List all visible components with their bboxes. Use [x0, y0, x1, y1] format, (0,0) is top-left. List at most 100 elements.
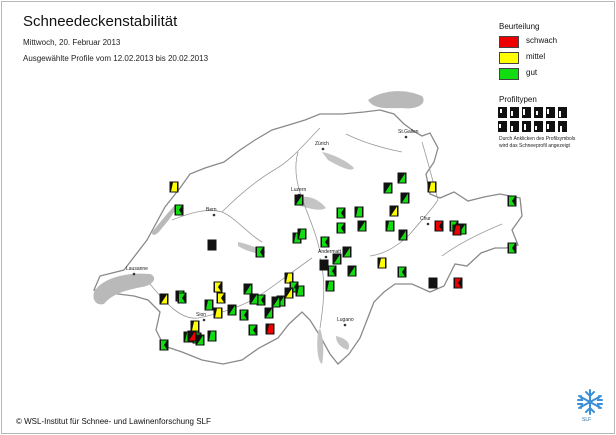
snow-profile-symbol[interactable] — [213, 281, 223, 293]
snow-profile-symbol[interactable] — [159, 293, 169, 305]
profile-rating-fill — [338, 208, 344, 218]
slf-logo-text: SLF — [582, 417, 592, 423]
snow-profile-symbol[interactable] — [332, 253, 342, 265]
snow-profile-symbol[interactable] — [204, 299, 214, 311]
profile-rating-fill — [344, 247, 350, 257]
profile-rating-fill — [349, 266, 355, 276]
profile-rating-fill — [176, 205, 182, 215]
snow-profile-symbol[interactable] — [295, 285, 305, 297]
river-rhine — [369, 141, 439, 257]
profile-type-shape — [511, 126, 513, 131]
snow-profile-symbol[interactable] — [357, 220, 367, 232]
snow-profile-symbol[interactable] — [377, 257, 387, 269]
profile-type-shape — [523, 109, 525, 115]
snow-profile-symbol[interactable] — [169, 181, 179, 193]
city-zurich: Zürich — [315, 141, 329, 151]
snow-profile-symbol[interactable] — [398, 229, 408, 241]
snow-profile-symbol[interactable] — [452, 224, 462, 236]
switzerland-outline — [93, 109, 523, 365]
snow-profile-symbol[interactable] — [227, 304, 237, 316]
profile-type-shape — [547, 124, 549, 129]
profile-type-icon — [558, 107, 567, 118]
profile-rating-fill — [251, 294, 257, 304]
profile-type-shape — [535, 126, 537, 130]
snow-profile-symbol[interactable] — [294, 194, 304, 206]
snow-profile-symbol[interactable] — [327, 265, 337, 277]
snow-profile-symbol[interactable] — [243, 283, 253, 295]
snow-profile-symbol[interactable] — [207, 330, 217, 342]
snow-profile-symbol[interactable] — [255, 246, 265, 258]
profile-type-shape — [500, 109, 502, 113]
snow-profile-symbol[interactable] — [336, 207, 346, 219]
snow-profile-symbol[interactable] — [190, 320, 200, 332]
snow-profile-symbol[interactable] — [400, 192, 410, 204]
snow-profile-symbol[interactable] — [248, 324, 258, 336]
snow-profile-symbol[interactable] — [213, 307, 223, 319]
snow-profile-symbol[interactable] — [428, 277, 438, 289]
snow-profile-symbol[interactable] — [249, 293, 259, 305]
profile-type-icon — [558, 121, 567, 132]
snow-profile-symbol[interactable] — [389, 205, 399, 217]
snow-profile-symbol[interactable] — [427, 181, 437, 193]
profile-layer — [159, 172, 517, 351]
profile-rating-fill — [356, 207, 362, 217]
snow-profile-symbol[interactable] — [342, 246, 352, 258]
profile-types-hint: Durch Anklicken des Profilsymbols wird d… — [499, 136, 609, 150]
profile-rating-fill — [296, 195, 302, 205]
snow-profile-symbol[interactable] — [177, 292, 187, 304]
profile-rating-fill — [509, 243, 515, 253]
snow-profile-symbol[interactable] — [453, 277, 463, 289]
snow-profile-symbol[interactable] — [336, 222, 346, 234]
profile-type-shape — [499, 124, 501, 128]
snow-profile-symbol[interactable] — [297, 228, 307, 240]
profile-type-icon — [546, 121, 555, 132]
lake-neuchatel — [152, 204, 177, 235]
snow-profile-symbol[interactable] — [195, 334, 205, 346]
snow-profile-symbol[interactable] — [271, 296, 281, 308]
snow-profile-symbol[interactable] — [397, 266, 407, 278]
profile-rating-fill — [329, 266, 335, 276]
profile-rating-fill — [197, 335, 203, 345]
profile-rating-fill — [215, 282, 221, 292]
city-chur: Chur — [420, 216, 431, 226]
snow-profile-symbol[interactable] — [256, 294, 266, 306]
snow-profile-symbol[interactable] — [385, 220, 395, 232]
snow-profile-symbol[interactable] — [354, 206, 364, 218]
profile-rating-fill — [267, 324, 273, 334]
snow-profile-symbol[interactable] — [347, 265, 357, 277]
city-dot — [212, 213, 216, 217]
city-dot — [321, 147, 325, 151]
profile-rating-fill — [297, 286, 303, 296]
snow-profile-symbol[interactable] — [397, 172, 407, 184]
profile-rating-fill — [229, 305, 235, 315]
snow-profile-symbol[interactable] — [507, 195, 517, 207]
profile-rating-fill — [454, 225, 460, 235]
profile-rating-fill — [455, 278, 461, 288]
profile-rating-fill — [206, 300, 212, 310]
city-label: Sion — [196, 312, 206, 318]
snow-profile-symbol[interactable] — [434, 220, 444, 232]
snow-profile-symbol[interactable] — [284, 272, 294, 284]
profile-rating-fill — [385, 183, 391, 193]
snow-profile-symbol[interactable] — [207, 239, 217, 251]
city-bern: Bern — [206, 207, 217, 217]
snow-profile-symbol[interactable] — [319, 259, 329, 271]
snow-profile-symbol[interactable] — [187, 330, 197, 342]
snow-profile-symbol[interactable] — [239, 309, 249, 321]
legend-label-schwach: schwach — [526, 36, 558, 45]
city-andermatt: Andermatt — [318, 249, 342, 259]
snow-profile-symbol[interactable] — [320, 236, 330, 248]
snow-profile-symbol[interactable] — [264, 307, 274, 319]
lake-zurich — [322, 152, 354, 170]
city-label: Bern — [206, 207, 217, 213]
snow-profile-symbol[interactable] — [265, 323, 275, 335]
snow-profile-symbol[interactable] — [284, 287, 294, 299]
snow-profile-symbol[interactable] — [159, 339, 169, 351]
snow-profile-symbol[interactable] — [216, 292, 226, 304]
profile-rating-fill — [266, 308, 272, 318]
snowflake-icon — [577, 389, 603, 415]
snow-profile-symbol[interactable] — [383, 182, 393, 194]
snow-profile-symbol[interactable] — [325, 280, 335, 292]
snow-profile-symbol[interactable] — [507, 242, 517, 254]
snow-profile-symbol[interactable] — [174, 204, 184, 216]
